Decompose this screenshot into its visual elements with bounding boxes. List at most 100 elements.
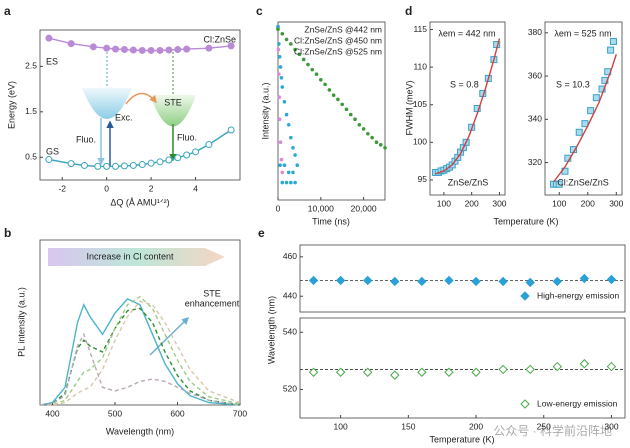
data-point: [552, 361, 562, 372]
x-tick-label: 10,000: [308, 203, 334, 213]
data-point: [45, 34, 53, 42]
enhancement-arrow: [149, 316, 190, 356]
data-point: [555, 180, 563, 188]
data-point: [366, 131, 370, 136]
panel-letter: b: [4, 226, 11, 240]
x-tick-label: 300: [604, 421, 618, 431]
data-point: [592, 94, 600, 102]
y-tick-label: 1.5: [25, 106, 37, 116]
data-point: [335, 275, 346, 286]
x-axis-label: Temperature (K): [493, 216, 558, 226]
series-line: [39, 307, 241, 406]
x-tick-label: 200: [465, 198, 479, 208]
y-tick-label: 460: [283, 251, 297, 261]
ste-well: [150, 95, 196, 127]
data-point: [291, 170, 295, 175]
data-point: [277, 42, 281, 46]
x-tick-label: 500: [108, 408, 122, 418]
data-point: [276, 47, 281, 52]
data-point: [282, 163, 287, 167]
x-tick-label: -2: [58, 183, 66, 193]
data-point: [335, 367, 346, 377]
data-point: [579, 273, 590, 284]
data-point: [293, 153, 297, 157]
data-point: [147, 159, 155, 167]
annotation: Increase in Cl content: [86, 251, 174, 261]
data-point: [289, 180, 293, 185]
plot-frame: [429, 21, 506, 196]
data-point: [129, 46, 137, 54]
y-tick-label: 110: [413, 61, 427, 71]
data-point: [444, 275, 454, 286]
data-point: [319, 78, 323, 82]
data-point: [308, 275, 319, 286]
data-point: [383, 145, 387, 150]
x-tick-label: 300: [492, 198, 506, 208]
panel-letter: e: [258, 226, 265, 240]
data-point: [444, 367, 454, 377]
panel-letter: c: [256, 4, 263, 18]
data-point: [277, 72, 281, 77]
data-point: [156, 46, 164, 54]
series-line: [40, 300, 241, 406]
data-point: [336, 97, 340, 102]
data-point: [598, 85, 606, 93]
data-point: [284, 180, 289, 185]
data-point: [280, 180, 285, 185]
legend-entry: ZnSe/ZnS @442 nm: [304, 24, 382, 34]
y-tick-label: 360: [528, 70, 542, 80]
x-tick-label: 0: [104, 183, 109, 193]
y-tick-label: 100: [413, 137, 427, 147]
data-point: [284, 112, 289, 117]
y-tick-label: 340: [528, 114, 542, 124]
data-point: [192, 148, 200, 156]
y-tick-label: 2.5: [25, 61, 37, 71]
data-point: [227, 42, 235, 50]
data-point: [587, 107, 595, 115]
x-axis-label: Time (ns): [312, 216, 350, 226]
data-point: [291, 145, 295, 150]
data-point: [525, 277, 535, 288]
data-point: [289, 135, 293, 140]
data-point: [278, 140, 283, 144]
y-tick-label: 320: [528, 157, 542, 167]
data-point: [205, 141, 213, 149]
plot-frame: [299, 317, 626, 419]
y-tick-label: 380: [528, 27, 542, 37]
legend-entry: Cl:ZnSe/ZnS @525 nm: [294, 46, 382, 56]
x-tick-label: 600: [170, 408, 184, 418]
data-point: [552, 276, 562, 287]
data-point: [498, 364, 508, 375]
data-point: [277, 55, 282, 59]
data-point: [45, 156, 53, 164]
configuration-diagram: [82, 52, 196, 166]
data-point: [575, 128, 583, 136]
data-point: [609, 37, 617, 45]
y-tick-label: 540: [283, 327, 297, 337]
data-point: [280, 31, 285, 36]
x-tick-label: 4: [193, 183, 198, 193]
transfer-arrow: [125, 92, 157, 105]
y-axis-label: Wavelength (nm): [266, 296, 276, 364]
data-point: [120, 46, 128, 54]
y-axis-label: PL intensity (a.u.): [16, 287, 26, 357]
data-point: [363, 275, 373, 286]
data-point: [205, 44, 213, 52]
series-label: ES: [46, 56, 58, 66]
data-point: [606, 274, 617, 285]
data-point: [286, 170, 291, 175]
data-point: [80, 161, 88, 169]
x-tick-label: 200: [581, 198, 595, 208]
data-point: [417, 367, 427, 377]
x-tick-label: 20,000: [351, 203, 377, 213]
data-point: [390, 370, 400, 380]
annotation: S = 0.8: [450, 79, 479, 89]
series-label: GS: [46, 146, 59, 156]
data-point: [331, 93, 336, 97]
data-point: [301, 57, 306, 62]
x-axis-label: ΔQ (Å AMU¹ᐟ²): [110, 197, 169, 207]
x-tick-label: 400: [45, 408, 59, 418]
data-point: [120, 162, 128, 170]
data-point: [280, 170, 285, 175]
